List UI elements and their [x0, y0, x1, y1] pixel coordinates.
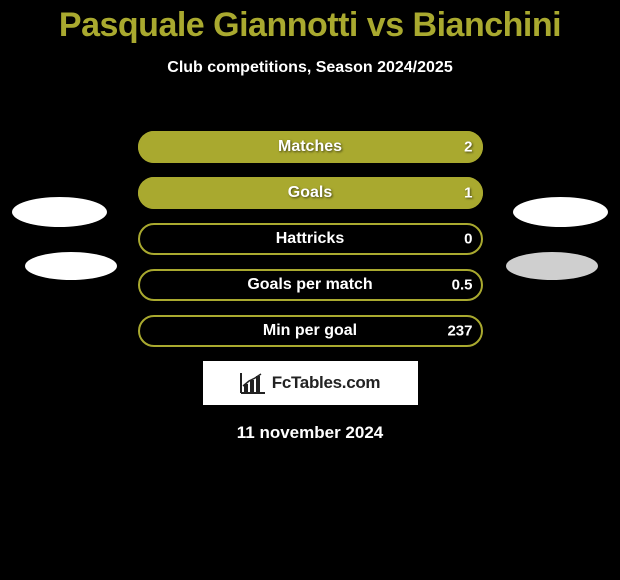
subtitle: Club competitions, Season 2024/2025	[0, 59, 620, 77]
stat-label: Goals per match	[247, 276, 372, 294]
bar-chart-icon	[240, 372, 266, 394]
stat-row-goals: Goals 1	[138, 177, 483, 209]
stat-value-right: 1	[464, 185, 472, 202]
logo-text: FcTables.com	[272, 373, 381, 393]
page-title: Pasquale Giannotti vs Bianchini	[0, 0, 620, 45]
stat-row-hattricks: Hattricks 0	[138, 223, 483, 255]
stat-value-right: 2	[464, 139, 472, 156]
player1-avatar-bottom	[25, 252, 117, 280]
player2-avatar-top	[513, 197, 608, 227]
stat-row-goals-per-match: Goals per match 0.5	[138, 269, 483, 301]
stat-row-min-per-goal: Min per goal 237	[138, 315, 483, 347]
stats-comparison: Matches 2 Goals 1 Hattricks 0 Goals per …	[138, 131, 483, 347]
fctables-logo[interactable]: FcTables.com	[203, 361, 418, 405]
stat-label: Matches	[278, 138, 342, 156]
player2-avatar-bottom	[506, 252, 598, 280]
stat-label: Min per goal	[263, 322, 357, 340]
stat-value-right: 0	[464, 231, 472, 248]
stat-value-right: 237	[447, 323, 472, 340]
stat-label: Goals	[288, 184, 332, 202]
stat-value-right: 0.5	[452, 277, 473, 294]
stat-label: Hattricks	[276, 230, 344, 248]
date-label: 11 november 2024	[0, 423, 620, 443]
player1-avatar-top	[12, 197, 107, 227]
stat-row-matches: Matches 2	[138, 131, 483, 163]
